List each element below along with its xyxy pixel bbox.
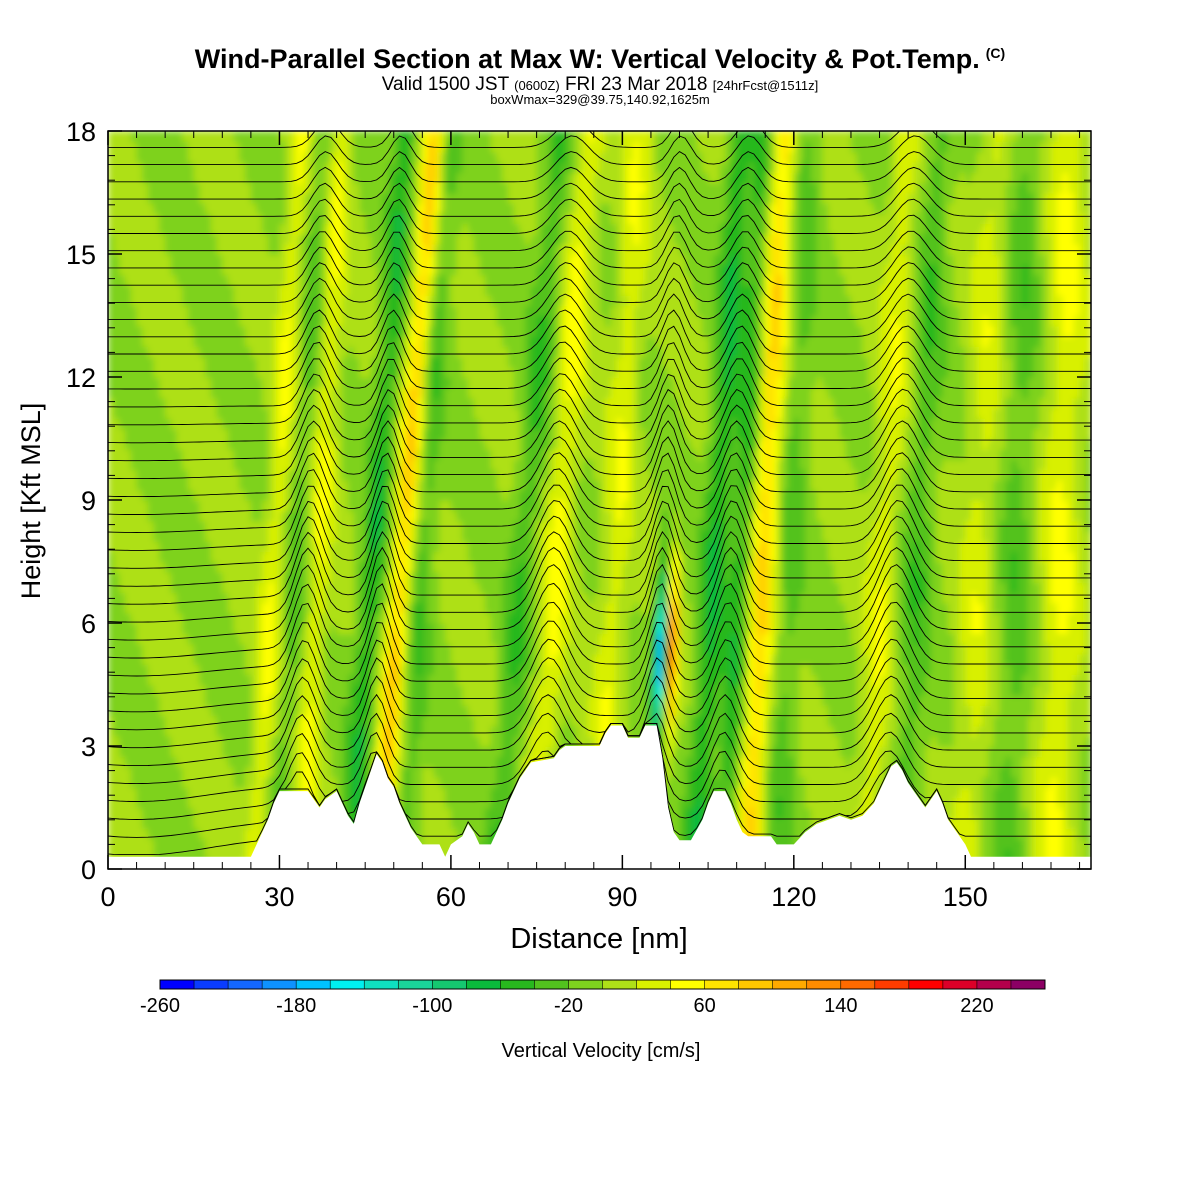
colorbar-swatch <box>602 980 637 989</box>
colorbar-swatch <box>1011 980 1046 989</box>
colorbar-swatch <box>228 980 263 989</box>
colorbar-swatch <box>806 980 842 989</box>
x-axis: 0 30 60 90 120 150 <box>100 131 1081 912</box>
colorbar-swatch <box>568 980 603 989</box>
theta-contours <box>108 131 1091 856</box>
y-tick-label: 6 <box>81 609 96 639</box>
y-tick-label: 12 <box>66 363 96 393</box>
subtitle-forecast: [24hrFcst@1511z] <box>712 78 819 93</box>
x-tick-label: 0 <box>100 882 115 912</box>
colorbar: -260 -180 -100 -20 60 140 220 <box>140 979 1046 1017</box>
colorbar-label: Vertical Velocity [cm/s] <box>502 1040 701 1062</box>
y-tick-label: 18 <box>66 117 96 147</box>
colorbar-swatch <box>976 980 1012 989</box>
colorbar-swatch <box>534 980 569 989</box>
colorbar-swatch <box>364 980 399 989</box>
subtitle-utc-time: (0600Z) <box>514 78 560 93</box>
colorbar-swatch <box>874 980 910 989</box>
x-tick-label: 150 <box>943 882 988 912</box>
subtitle-box-max: boxWmax=329@39.75,140.92,1625m <box>490 92 710 107</box>
colorbar-swatch <box>670 980 706 989</box>
x-tick-label: 30 <box>264 882 294 912</box>
colorbar-swatch <box>466 980 501 989</box>
copyright-mark: (C) <box>985 45 1006 61</box>
chart-title-text: Wind-Parallel Section at Max W: Vertical… <box>194 44 980 74</box>
chart-title: Wind-Parallel Section at Max W: Vertical… <box>0 44 1200 75</box>
colorbar-swatch <box>636 980 671 989</box>
colorbar-swatch <box>772 980 808 989</box>
colorbar-tick-label: 60 <box>693 995 715 1017</box>
x-axis-label: Distance [nm] <box>510 923 687 955</box>
colorbar-swatch <box>296 980 331 989</box>
colorbar-swatch <box>330 980 365 989</box>
colorbar-swatch <box>194 980 229 989</box>
colorbar-tick-label: 220 <box>960 995 993 1017</box>
colorbar-swatch <box>398 980 433 989</box>
colorbar-swatch <box>840 980 876 989</box>
colorbar-swatch <box>160 980 195 989</box>
y-tick-label: 3 <box>81 732 96 762</box>
y-tick-label: 9 <box>81 486 96 516</box>
x-tick-label: 60 <box>436 882 466 912</box>
colorbar-tick-label: -20 <box>554 995 583 1017</box>
colorbar-swatch <box>704 980 740 989</box>
colorbar-swatch <box>262 980 297 989</box>
colorbar-tick-label: 140 <box>824 995 857 1017</box>
colorbar-swatch <box>432 980 467 989</box>
colorbar-swatch <box>942 980 978 989</box>
subtitle-date: FRI 23 Mar 2018 <box>564 74 708 95</box>
y-axis-label: Height [Kft MSL] <box>16 403 46 600</box>
chart-subtitle: Valid 1500 JST (0600Z) FRI 23 Mar 2018 [… <box>0 74 1200 96</box>
x-tick-label: 120 <box>771 882 816 912</box>
colorbar-swatch <box>738 980 774 989</box>
colorbar-tick-label: -180 <box>276 995 316 1017</box>
y-tick-label: 0 <box>81 855 96 885</box>
y-tick-label: 15 <box>66 240 96 270</box>
terrain <box>108 725 1091 869</box>
colorbar-tick-label: -100 <box>412 995 452 1017</box>
x-tick-label: 90 <box>607 882 637 912</box>
colorbar-tick-label: -260 <box>140 995 180 1017</box>
y-axis: 0 3 6 9 12 15 18 <box>66 117 1091 885</box>
colorbar-swatch <box>908 980 944 989</box>
subtitle-valid-time: Valid 1500 JST <box>381 74 509 95</box>
colorbar-swatch <box>500 980 535 989</box>
